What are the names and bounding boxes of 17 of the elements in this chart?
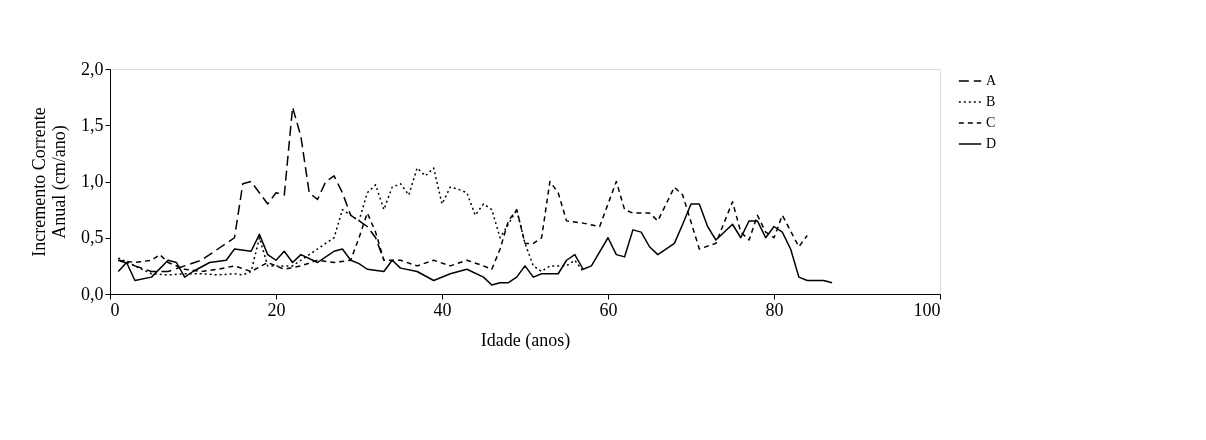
legend-label: B xyxy=(986,94,996,109)
legend-label: C xyxy=(986,115,996,130)
x-axis-title: Idade (anos) xyxy=(480,329,571,351)
y-tick-label: 0,0 xyxy=(81,283,104,304)
x-tick-label: 0 xyxy=(110,299,120,320)
x-tick-label: 100 xyxy=(913,299,941,320)
y-tick-label: 1,0 xyxy=(81,171,104,191)
x-tick-label: 80 xyxy=(765,299,784,320)
legend-label: A xyxy=(986,73,997,88)
x-tick-label: 60 xyxy=(599,299,618,320)
y-axis-title: Incremento Corrente Anual (cm/ano) xyxy=(29,107,70,257)
y-tick-label: 2,0 xyxy=(81,58,104,79)
y-tick-label: 0,5 xyxy=(81,227,104,248)
y-tick-label: 1,5 xyxy=(81,114,104,135)
x-tick-label: 40 xyxy=(433,299,452,320)
legend-label: D xyxy=(986,136,997,151)
x-tick-label: 20 xyxy=(267,299,286,320)
